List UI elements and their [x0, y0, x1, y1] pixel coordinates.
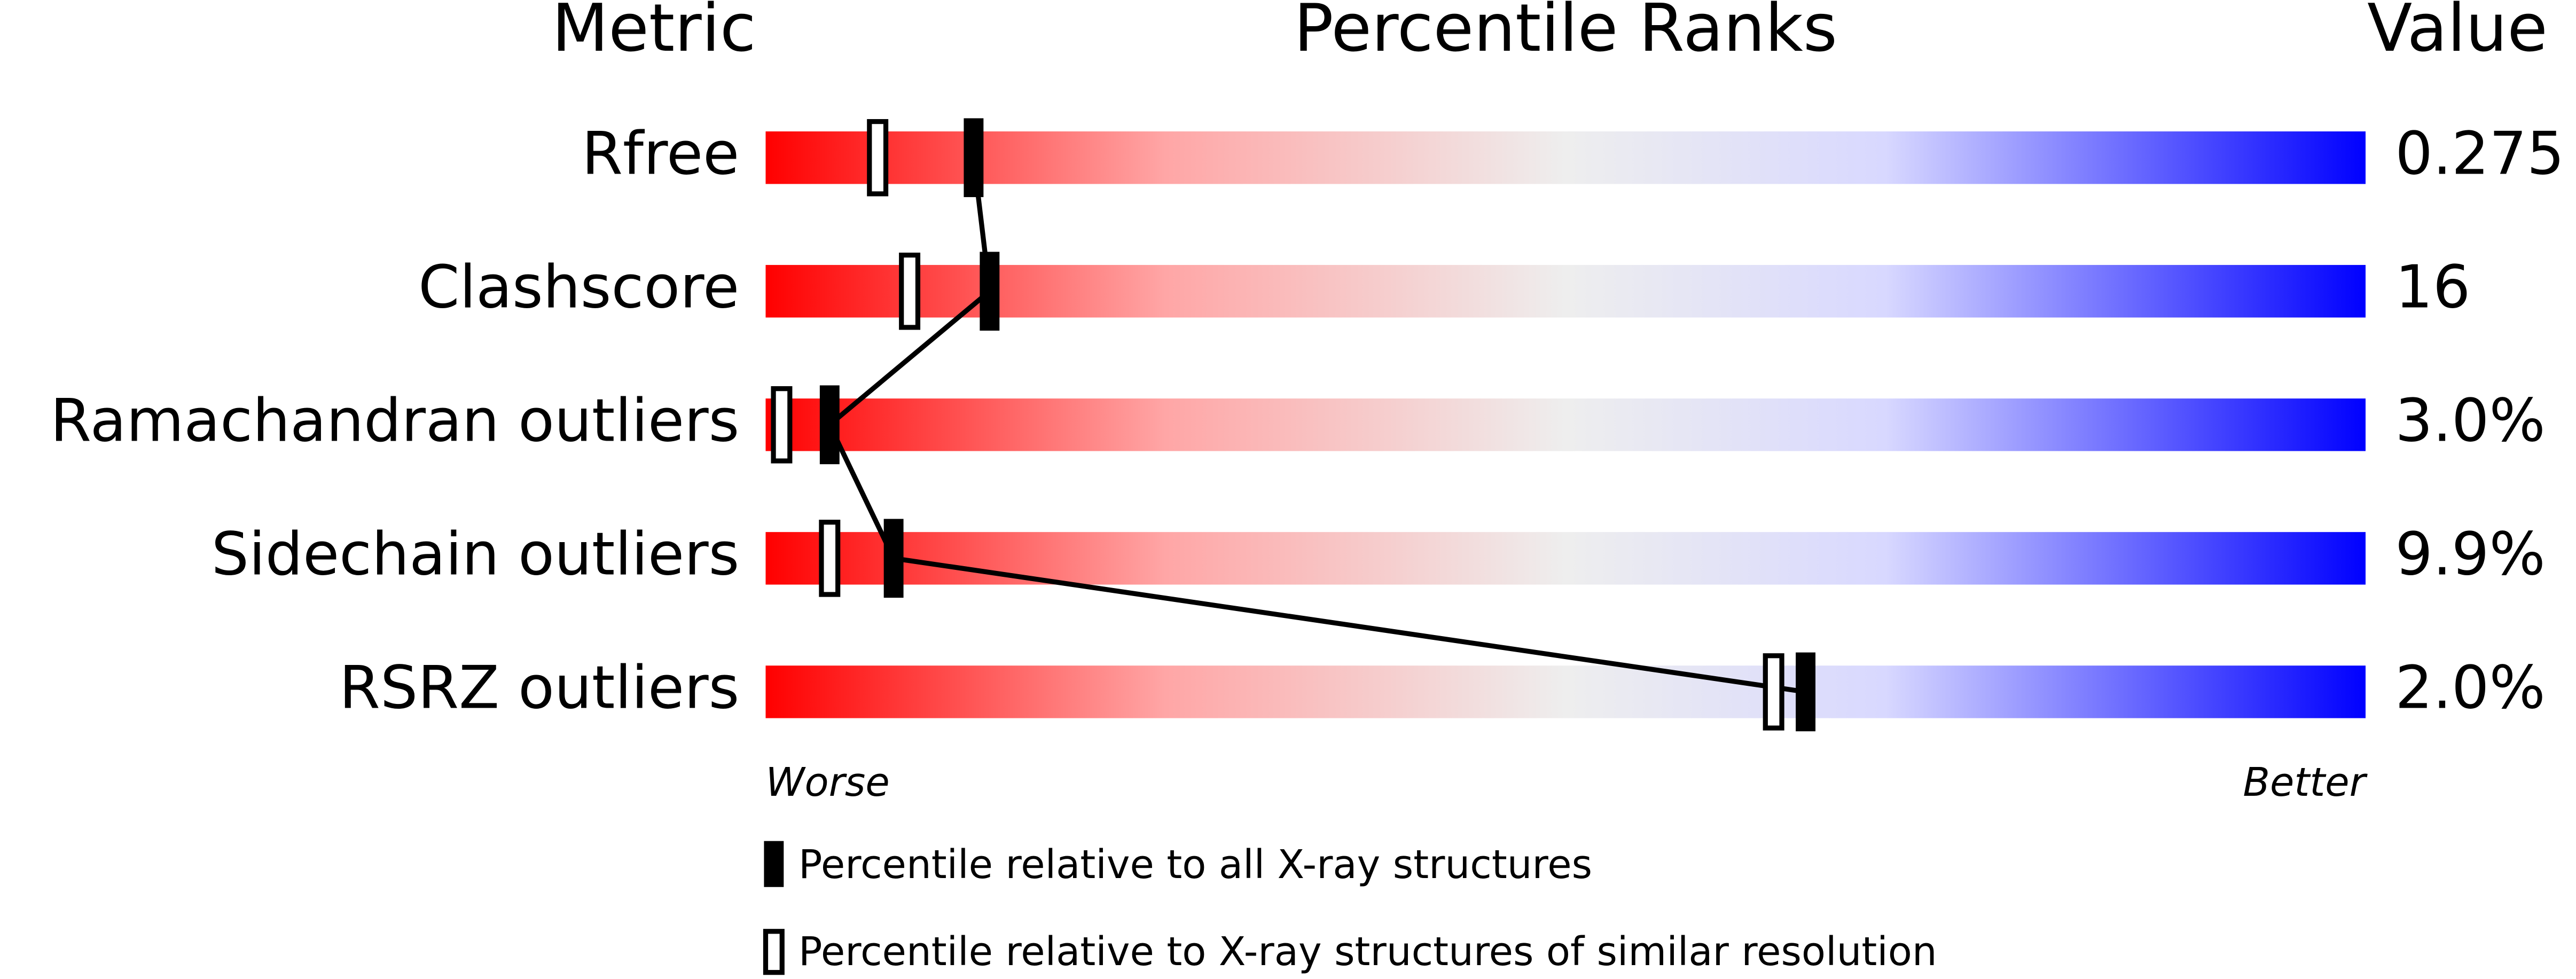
gradient-bar: [765, 265, 2366, 318]
marker-filled: [819, 385, 840, 465]
gradient-bar: [765, 131, 2366, 184]
marker-open: [1763, 653, 1784, 731]
metric-value: 3.0%: [2395, 387, 2545, 456]
header-percentile: Percentile Ranks: [1294, 0, 1837, 67]
gradient-bar: [765, 532, 2366, 585]
metric-label: Sidechain outliers: [212, 520, 740, 589]
metric-value: 0.275: [2395, 120, 2564, 189]
header-metric: Metric: [552, 0, 756, 67]
worse-label: Worse: [765, 759, 889, 805]
metric-label: RSRZ outliers: [339, 654, 739, 723]
gradient-bar: [765, 665, 2366, 718]
marker-open: [899, 253, 921, 330]
marker-filled: [1796, 652, 1816, 732]
metric-label: Ramachandran outliers: [50, 387, 739, 456]
metric-label: Clashscore: [418, 253, 739, 322]
metric-value: 9.9%: [2395, 520, 2545, 589]
legend-swatch: [763, 929, 785, 975]
legend-label: Percentile relative to all X-ray structu…: [798, 842, 1592, 888]
gradient-bar: [765, 398, 2366, 451]
better-label: Better: [2243, 759, 2368, 805]
metric-value: 2.0%: [2395, 654, 2545, 723]
metric-label: Rfree: [582, 120, 739, 189]
metric-value: 16: [2395, 253, 2470, 322]
marker-filled: [964, 118, 984, 198]
marker-open: [771, 386, 793, 464]
marker-open: [867, 119, 889, 197]
marker-filled: [883, 519, 904, 598]
marker-filled: [980, 252, 1000, 331]
marker-open: [819, 520, 841, 597]
legend-label: Percentile relative to X-ray structures …: [798, 929, 1937, 975]
legend-swatch: [764, 841, 784, 887]
header-value: Value: [2367, 0, 2548, 67]
